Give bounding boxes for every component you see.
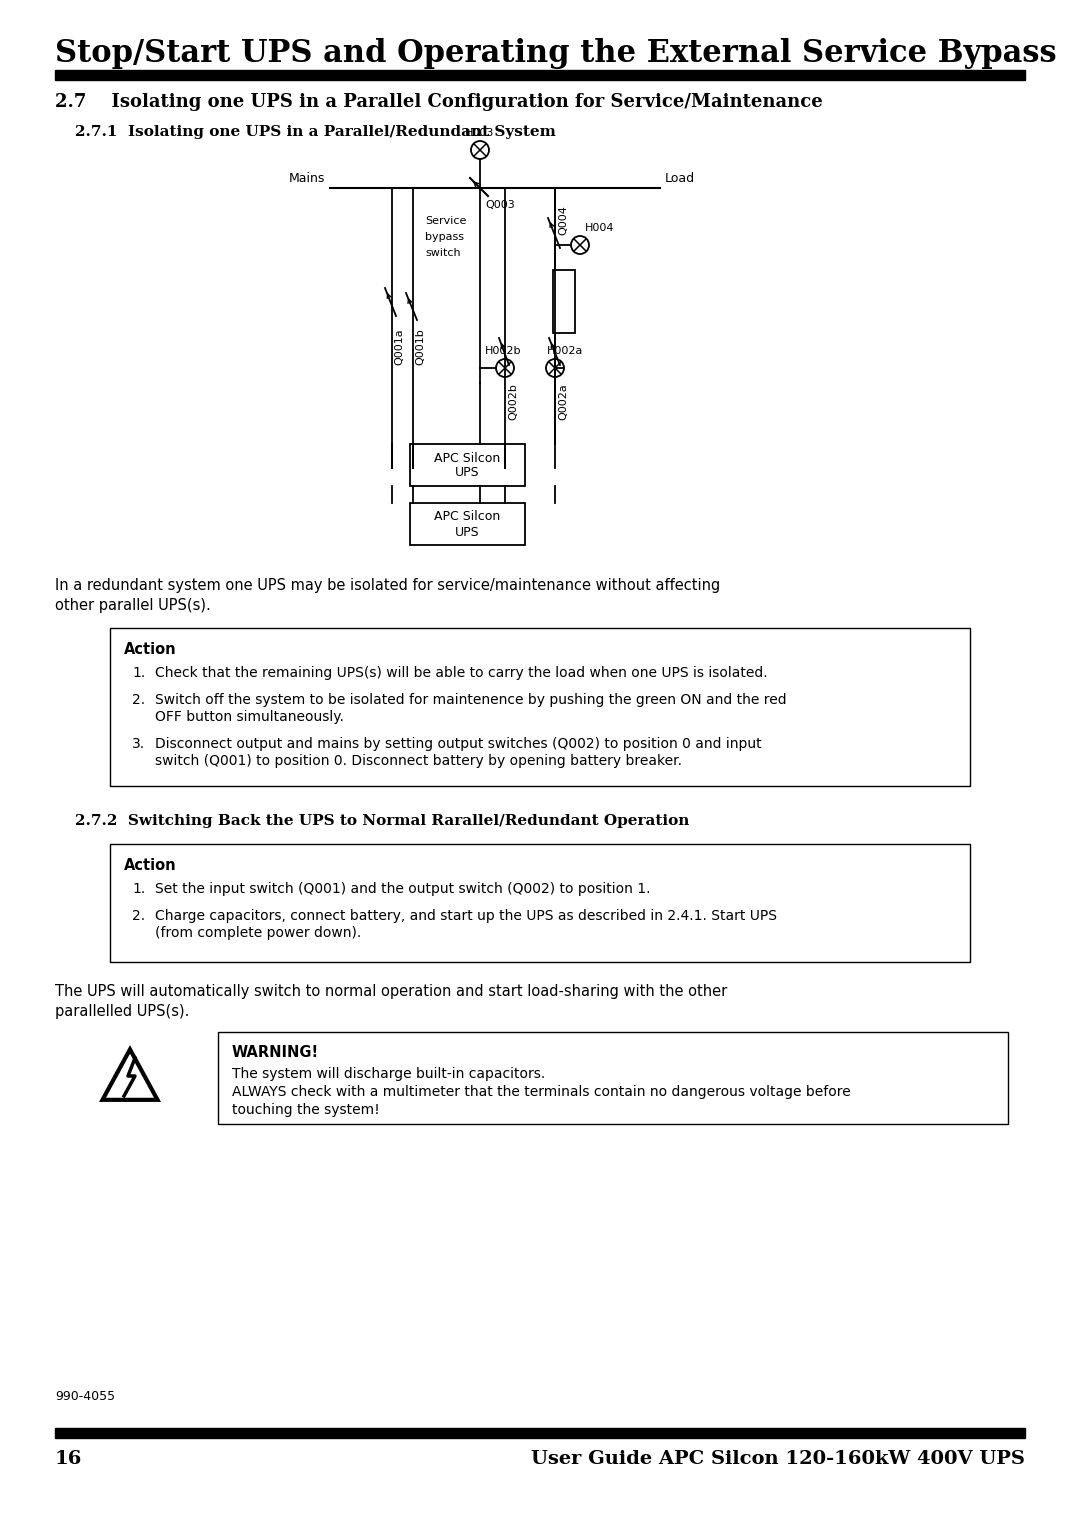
Text: H002a: H002a: [546, 345, 583, 356]
Text: ALWAYS check with a multimeter that the terminals contain no dangerous voltage b: ALWAYS check with a multimeter that the …: [232, 1085, 851, 1099]
Text: 1.: 1.: [132, 882, 145, 895]
Text: Action: Action: [124, 642, 177, 657]
Text: 3.: 3.: [132, 736, 145, 750]
Text: 990-4055: 990-4055: [55, 1390, 116, 1403]
Text: APC Silcon: APC Silcon: [434, 451, 501, 465]
Text: WARNING!: WARNING!: [232, 1045, 319, 1060]
Text: Q001b: Q001b: [415, 329, 426, 365]
Text: 1.: 1.: [132, 666, 145, 680]
Text: APC Silcon: APC Silcon: [434, 510, 501, 524]
Text: UPS: UPS: [455, 466, 480, 480]
Text: OFF button simultaneously.: OFF button simultaneously.: [156, 711, 343, 724]
Text: The UPS will automatically switch to normal operation and start load-sharing wit: The UPS will automatically switch to nor…: [55, 984, 727, 999]
Text: In a redundant system one UPS may be isolated for service/maintenance without af: In a redundant system one UPS may be iso…: [55, 578, 720, 593]
Bar: [410, 445, 525, 486]
Text: other parallel UPS(s).: other parallel UPS(s).: [55, 597, 211, 613]
Text: Q001a: Q001a: [394, 329, 404, 365]
Bar: [110, 843, 970, 963]
Text: Service: Service: [426, 215, 467, 226]
Text: Q002a: Q002a: [558, 384, 568, 420]
Text: 2.: 2.: [132, 909, 145, 923]
Text: The system will discharge built-in capacitors.: The system will discharge built-in capac…: [232, 1067, 545, 1080]
Text: 2.7.1  Isolating one UPS in a Parallel/Redundant System: 2.7.1 Isolating one UPS in a Parallel/Re…: [75, 125, 556, 139]
Text: switch (Q001) to position 0. Disconnect battery by opening battery breaker.: switch (Q001) to position 0. Disconnect …: [156, 753, 681, 769]
Text: Load: Load: [665, 173, 696, 185]
Text: H002b: H002b: [485, 345, 522, 356]
Text: Switch off the system to be isolated for maintenence by pushing the green ON and: Switch off the system to be isolated for…: [156, 694, 786, 707]
Text: Q002b: Q002b: [508, 384, 518, 420]
Text: switch: switch: [426, 248, 461, 258]
Text: Disconnect output and mains by setting output switches (Q002) to position 0 and : Disconnect output and mains by setting o…: [156, 736, 761, 750]
Text: 2.7.2  Switching Back the UPS to Normal Rarallel/Redundant Operation: 2.7.2 Switching Back the UPS to Normal R…: [75, 814, 689, 828]
Text: Action: Action: [124, 859, 177, 872]
Text: Q003: Q003: [485, 200, 515, 209]
Text: (from complete power down).: (from complete power down).: [156, 926, 361, 940]
Text: User Guide APC Silcon 120-160kW 400V UPS: User Guide APC Silcon 120-160kW 400V UPS: [531, 1450, 1025, 1468]
Text: Q004: Q004: [558, 206, 568, 235]
Text: H003: H003: [465, 128, 495, 138]
Text: 2.7    Isolating one UPS in a Parallel Configuration for Service/Maintenance: 2.7 Isolating one UPS in a Parallel Conf…: [55, 93, 823, 112]
Text: Check that the remaining UPS(s) will be able to carry the load when one UPS is i: Check that the remaining UPS(s) will be …: [156, 666, 768, 680]
Bar: [553, 270, 575, 333]
Bar: [55, 70, 1025, 79]
Text: Mains: Mains: [288, 173, 325, 185]
Text: Stop/Start UPS and Operating the External Service Bypass: Stop/Start UPS and Operating the Externa…: [55, 38, 1056, 69]
Text: parallelled UPS(s).: parallelled UPS(s).: [55, 1004, 189, 1019]
Text: touching the system!: touching the system!: [232, 1103, 380, 1117]
Text: H004: H004: [585, 223, 615, 232]
Text: bypass: bypass: [426, 232, 464, 241]
Text: 2.: 2.: [132, 694, 145, 707]
Polygon shape: [103, 1050, 158, 1100]
Bar: [55, 1429, 1025, 1438]
Text: Charge capacitors, connect battery, and start up the UPS as described in 2.4.1. : Charge capacitors, connect battery, and …: [156, 909, 777, 923]
Text: Set the input switch (Q001) and the output switch (Q002) to position 1.: Set the input switch (Q001) and the outp…: [156, 882, 650, 895]
Text: 16: 16: [55, 1450, 82, 1468]
Bar: [218, 1031, 1008, 1125]
Bar: [110, 628, 970, 785]
Text: UPS: UPS: [455, 526, 480, 538]
Bar: [410, 503, 525, 545]
